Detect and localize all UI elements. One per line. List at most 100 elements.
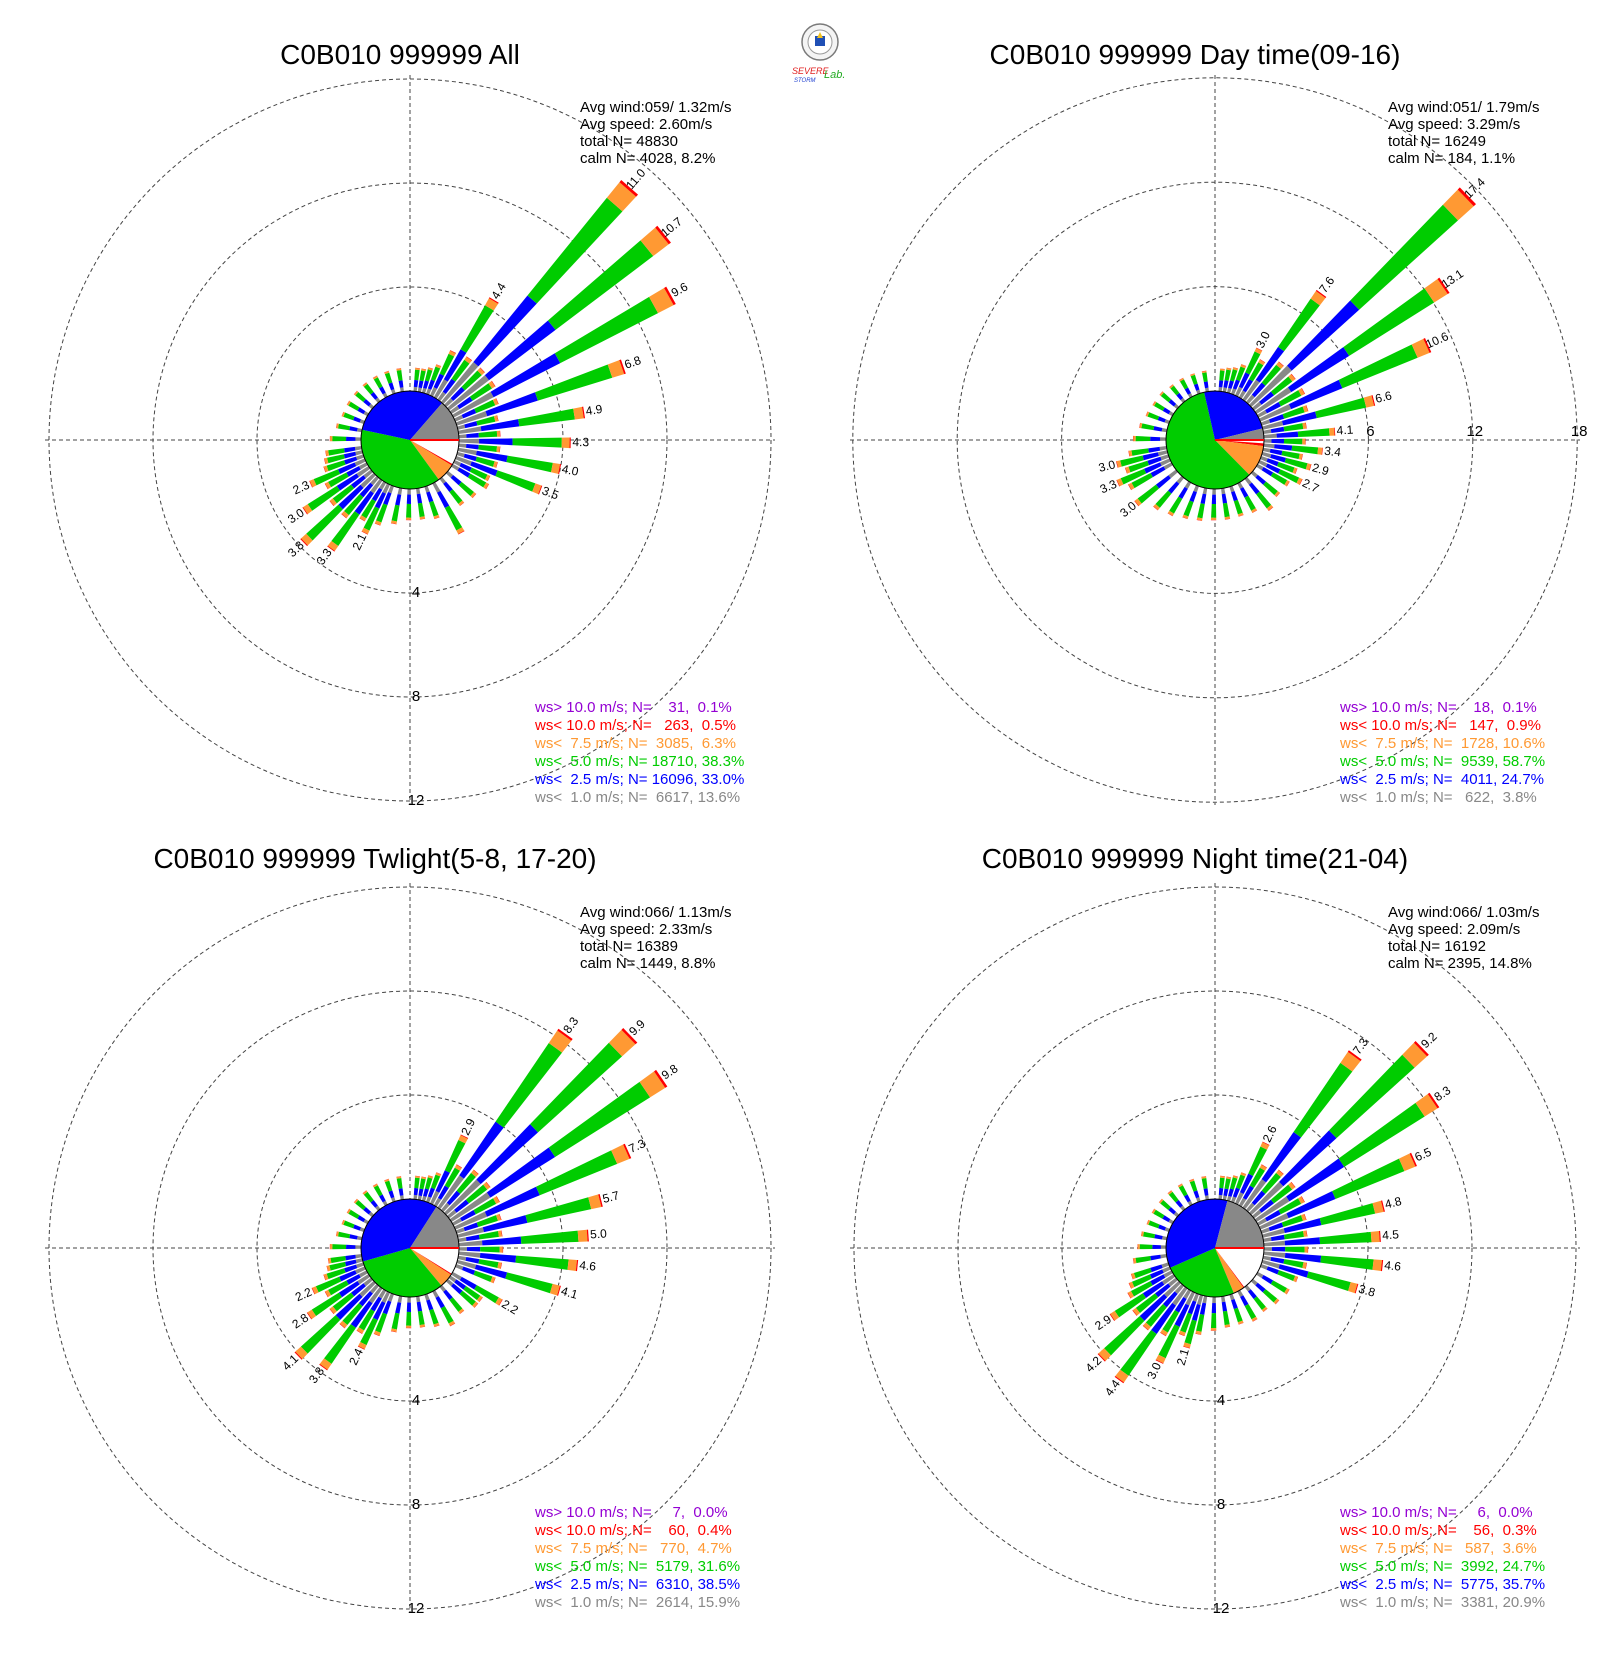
petal-segment <box>1263 429 1271 434</box>
petal-segment <box>480 1247 500 1253</box>
legend-entry: ws< 2.5 m/s; N= 6310, 38.5% <box>534 1576 740 1593</box>
ring-label: 8 <box>1217 1496 1225 1513</box>
legend-entry: ws< 10.0 m/s; N= 147, 0.9% <box>1339 717 1541 734</box>
severe-storm-lab-logo: SEVERE STORM Lab. <box>780 22 860 84</box>
legend-entry: ws< 1.0 m/s; N= 3381, 20.9% <box>1339 1594 1545 1611</box>
petal-segment <box>1271 1280 1287 1292</box>
petal-segment <box>1140 1244 1153 1249</box>
petal-segment <box>1305 1247 1308 1253</box>
petal-segment <box>441 1306 454 1323</box>
petal-segment <box>399 1188 404 1196</box>
petal-segment <box>1201 494 1207 504</box>
petal-segment <box>1202 372 1208 382</box>
petal-segment <box>1169 497 1182 514</box>
petal-segment <box>500 1247 503 1253</box>
petal-segment <box>1264 439 1272 443</box>
petal-segment <box>1240 1295 1248 1306</box>
petal-segment <box>1264 444 1275 449</box>
petal-segment <box>1143 1232 1155 1239</box>
petal-segment <box>420 370 426 381</box>
petal-segment <box>348 1210 359 1219</box>
petal-segment <box>1320 1203 1375 1225</box>
panel-title: C0B010 999999 Twlight(5-8, 17-20) <box>153 843 596 874</box>
petal-segment <box>389 1190 395 1198</box>
petal-segment <box>406 504 411 518</box>
petal-segment <box>1254 1296 1266 1310</box>
petal-segment <box>397 370 403 381</box>
petal-label: 2.1 <box>1174 1347 1192 1367</box>
petal-segment <box>1225 369 1231 380</box>
petal-segment <box>458 1256 466 1261</box>
legend-entry: ws< 5.0 m/s; N= 5179, 31.6% <box>534 1558 740 1575</box>
petal-segment <box>1262 1275 1273 1284</box>
ring-label: 4 <box>412 1392 420 1409</box>
petal-segment <box>505 1272 552 1293</box>
petal-segment <box>466 444 479 449</box>
petal-label: 4.5 <box>1382 1227 1400 1242</box>
legend-entry: ws> 10.0 m/s; N= 18, 0.1% <box>1339 699 1537 716</box>
petal-segment <box>1148 412 1160 420</box>
stats-line: Avg wind:059/ 1.32m/s <box>580 99 731 116</box>
petal-segment <box>1231 1299 1238 1309</box>
petal-segment <box>459 439 479 444</box>
ring-label: 12 <box>408 792 425 809</box>
petal-segment <box>1320 1256 1373 1270</box>
petal-segment <box>1302 439 1305 445</box>
petal-segment <box>420 1178 426 1189</box>
petal-segment <box>1136 1256 1151 1263</box>
petal-segment <box>467 1247 480 1252</box>
petal-segment <box>1222 494 1227 504</box>
petal-segment <box>1183 501 1193 517</box>
petal-segment <box>495 470 535 491</box>
petal-segment <box>1315 398 1366 419</box>
petal-segment <box>1271 1235 1285 1241</box>
petal-segment <box>1148 447 1160 453</box>
petal-segment <box>418 503 425 517</box>
petal-segment <box>1234 500 1243 515</box>
stats-line: Avg speed: 2.09m/s <box>1388 921 1520 938</box>
petal-segment <box>476 1124 538 1184</box>
petal-segment <box>392 505 400 522</box>
petal-segment <box>1212 489 1216 495</box>
petal-segment <box>1155 491 1171 508</box>
petal-segment <box>414 370 419 381</box>
petal-segment <box>1263 1256 1271 1261</box>
petal-label: 4.9 <box>585 402 604 418</box>
petal-segment <box>389 382 395 390</box>
petal-segment <box>385 1181 392 1192</box>
ring-label: 6 <box>1366 423 1374 440</box>
petal-label: 3.4 <box>1324 444 1342 460</box>
petal-segment <box>521 1231 579 1244</box>
petal-segment <box>1202 1296 1207 1304</box>
petal-segment <box>1150 1255 1161 1261</box>
petal-segment <box>432 482 440 493</box>
petal-segment <box>1133 436 1135 441</box>
petal-segment <box>1158 1225 1166 1231</box>
petal-segment <box>526 1197 592 1223</box>
petal-label: 7.3 <box>626 1136 647 1156</box>
petal-segment <box>1272 1247 1285 1252</box>
petal-label: 3.0 <box>1144 1360 1164 1381</box>
petal-segment <box>414 1178 419 1189</box>
petal-segment <box>1153 426 1162 431</box>
wind-rose-panel-1: C0B010 999999 All48124.411.010.79.66.84.… <box>45 39 775 809</box>
petal-segment <box>1212 495 1216 504</box>
petal-segment <box>1211 1313 1216 1328</box>
petal-segment <box>1223 380 1228 388</box>
petal-segment <box>451 475 462 485</box>
petal-segment <box>406 518 411 520</box>
petal-segment <box>395 494 401 505</box>
logo-text-lab: Lab. <box>824 69 845 81</box>
legend-entry: ws> 10.0 m/s; N= 7, 0.0% <box>534 1504 728 1521</box>
petal-segment <box>398 1296 403 1303</box>
stats-line: Avg wind:066/ 1.13m/s <box>580 904 731 921</box>
petal-segment <box>1154 402 1165 411</box>
petal-segment <box>1219 1178 1224 1189</box>
petal-segment <box>406 1312 411 1326</box>
petal-segment <box>1225 1178 1231 1189</box>
petal-segment <box>479 431 498 437</box>
petal-segment <box>466 1235 480 1241</box>
petal-segment <box>332 436 346 441</box>
petal-segment <box>1292 446 1319 455</box>
